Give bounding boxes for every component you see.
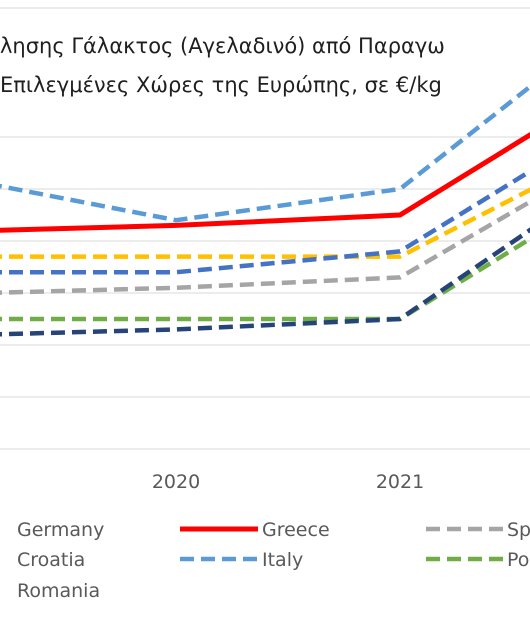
x-tick-label: 2021	[376, 471, 424, 493]
legend-label: Sp	[507, 519, 530, 541]
series-line-poland	[0, 236, 530, 322]
legend-item-greece: Greece	[180, 519, 330, 541]
series-line-germany	[0, 168, 530, 275]
legend-item-romania: Romania	[17, 580, 100, 602]
legend-item-italy: Italy	[180, 549, 303, 571]
legend-item-croatia: Croatia	[17, 549, 85, 571]
series-line-romania	[0, 227, 530, 337]
legend-item-poland: Po	[426, 549, 529, 571]
legend-label: Greece	[262, 519, 330, 541]
series-line-italy	[0, 83, 530, 223]
series-line-croatia	[0, 187, 530, 259]
series-lines	[0, 83, 530, 337]
legend-item-germany: Germany	[17, 519, 104, 541]
series-line-greece	[0, 132, 530, 233]
chart-title-line-2: Επιλεγμένες Χώρες της Ευρώπης, σε €/kg	[0, 73, 442, 97]
legend: Germany Greece Sp Croatia Italy Po Romania	[17, 519, 530, 602]
legend-label: Germany	[17, 519, 104, 541]
legend-label: Croatia	[17, 549, 85, 571]
series-line-spain	[0, 199, 530, 295]
chart-title-line-1: λησης Γάλακτος (Αγελαδινό) από Παραγω	[0, 34, 445, 58]
x-tick-label: 2020	[152, 471, 200, 493]
legend-label: Italy	[262, 549, 303, 571]
legend-label: Po	[507, 549, 529, 571]
legend-label: Romania	[17, 580, 100, 602]
legend-item-spain: Sp	[426, 519, 530, 541]
x-axis-tick-labels: 2020 2021	[152, 471, 424, 493]
